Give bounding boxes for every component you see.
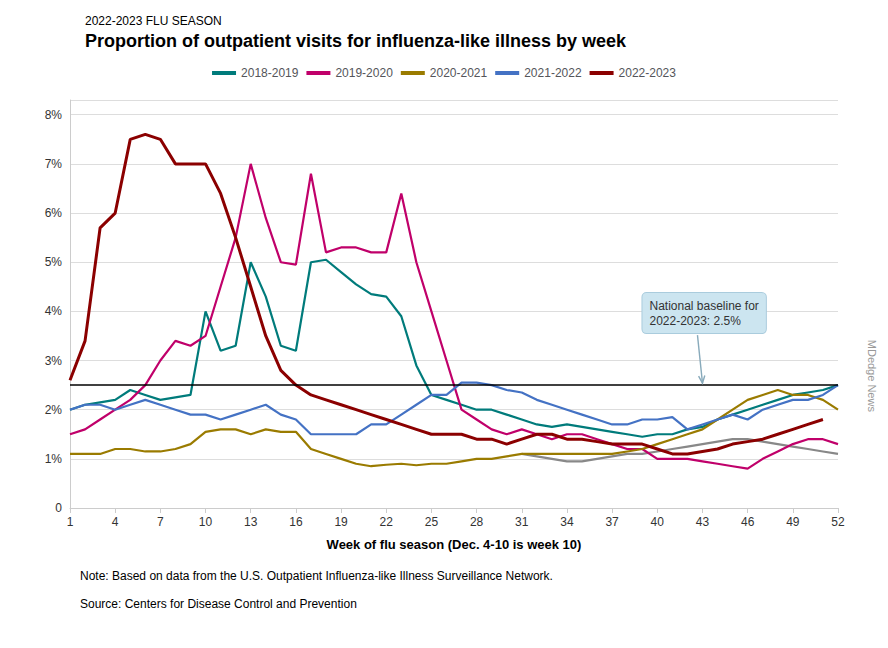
svg-text:46: 46 [741,515,755,529]
svg-text:Proportion of outpatient visit: Proportion of outpatient visits for infl… [85,31,627,51]
svg-text:10: 10 [199,515,213,529]
svg-text:16: 16 [289,515,303,529]
svg-text:2020-2021: 2020-2021 [430,66,488,80]
svg-text:7: 7 [157,515,164,529]
svg-text:34: 34 [560,515,574,529]
svg-text:31: 31 [515,515,529,529]
svg-text:22: 22 [380,515,394,529]
svg-text:5%: 5% [45,255,63,269]
svg-text:25: 25 [425,515,439,529]
svg-text:3%: 3% [45,354,63,368]
svg-text:49: 49 [786,515,800,529]
svg-text:1: 1 [67,515,74,529]
svg-text:Week of flu season (Dec. 4-10: Week of flu season (Dec. 4-10 is week 10… [327,537,582,552]
svg-text:52: 52 [831,515,845,529]
svg-text:Note: Based on data from the U: Note: Based on data from the U.S. Outpat… [80,569,553,583]
svg-text:2021-2022: 2021-2022 [524,66,582,80]
svg-text:Source: Centers for Disease Co: Source: Centers for Disease Control and … [80,597,357,611]
svg-text:40: 40 [651,515,665,529]
svg-text:2022-2023 FLU SEASON: 2022-2023 FLU SEASON [85,14,222,28]
svg-text:28: 28 [470,515,484,529]
svg-text:2022-2023: 2022-2023 [619,66,677,80]
svg-text:MDedge News: MDedge News [866,340,878,413]
svg-text:19: 19 [334,515,348,529]
svg-text:2%: 2% [45,403,63,417]
svg-text:4: 4 [112,515,119,529]
svg-text:13: 13 [244,515,258,529]
svg-text:2022-2023: 2.5%: 2022-2023: 2.5% [649,314,741,328]
svg-text:6%: 6% [45,206,63,220]
svg-text:2019-2020: 2019-2020 [335,66,393,80]
svg-text:0: 0 [55,501,62,515]
svg-text:37: 37 [605,515,619,529]
svg-text:4%: 4% [45,304,63,318]
svg-text:7%: 7% [45,157,63,171]
svg-text:1%: 1% [45,452,63,466]
svg-text:National baseline for: National baseline for [649,299,758,313]
svg-text:2018-2019: 2018-2019 [241,66,299,80]
svg-text:43: 43 [696,515,710,529]
svg-text:8%: 8% [45,108,63,122]
